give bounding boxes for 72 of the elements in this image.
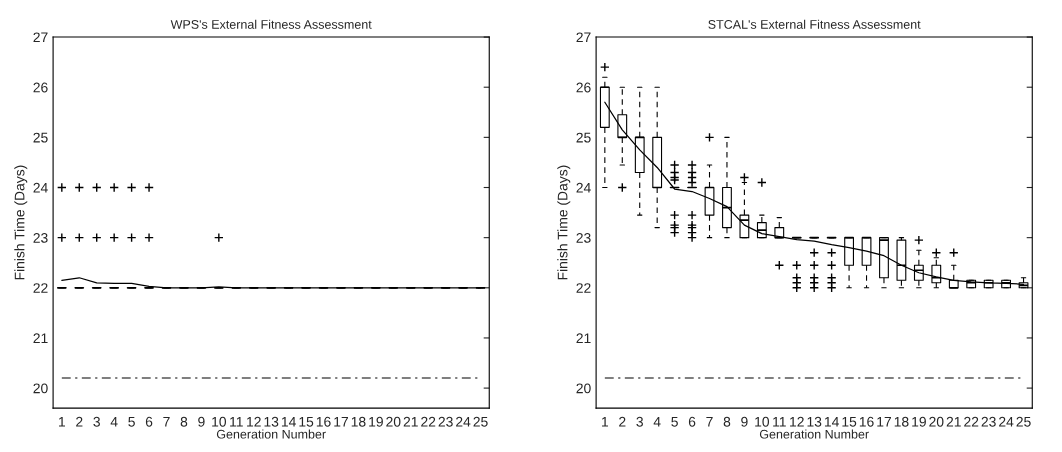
y-tick-label: 26 <box>576 82 591 93</box>
x-tick-label: 20 <box>929 416 944 427</box>
x-tick-label: 14 <box>281 417 296 427</box>
x-tick-label: 2 <box>76 416 83 427</box>
x-tick-label: 17 <box>877 417 891 427</box>
x-tick-label: 3 <box>636 416 643 427</box>
y-tick-label: 22 <box>576 283 591 293</box>
x-tick-label: 14 <box>824 417 839 427</box>
x-tick-label: 13 <box>264 416 279 427</box>
chart-title: STCAL's External Fitness Assessment <box>708 19 921 29</box>
x-tick-label: 4 <box>653 417 661 427</box>
x-tick-label: 3 <box>93 416 100 427</box>
x-tick-label: 7 <box>706 417 713 427</box>
x-tick-label: 20 <box>386 416 401 427</box>
y-tick-label: 21 <box>576 333 591 343</box>
y-tick-label: 20 <box>33 383 48 394</box>
x-tick-label: 9 <box>198 416 205 427</box>
x-axis-title: Generation Number <box>759 429 869 439</box>
y-tick-label: 27 <box>576 32 591 43</box>
x-tick-label: 12 <box>247 416 261 427</box>
y-tick-label: 22 <box>33 283 48 293</box>
y-tick-label: 23 <box>33 232 48 243</box>
x-tick-label: 17 <box>334 417 348 427</box>
x-tick-label: 15 <box>299 417 314 427</box>
y-tick-label: 25 <box>576 132 591 143</box>
x-tick-label: 11 <box>230 417 243 427</box>
x-tick-label: 19 <box>369 416 383 427</box>
x-tick-label: 13 <box>807 416 822 427</box>
x-tick-label: 23 <box>438 416 453 427</box>
x-tick-label: 10 <box>755 416 770 427</box>
x-tick-label: 8 <box>723 416 731 427</box>
x-tick-label: 25 <box>1016 416 1031 427</box>
x-tick-label: 6 <box>145 416 153 427</box>
x-tick-label: 1 <box>59 417 66 427</box>
x-tick-label: 7 <box>163 417 170 427</box>
x-tick-label: 15 <box>842 417 857 427</box>
x-tick-label: 4 <box>110 417 118 427</box>
x-tick-label: 5 <box>671 417 678 427</box>
y-tick-label: 25 <box>33 132 48 143</box>
x-axis-title: Generation Number <box>216 429 326 439</box>
x-tick-label: 18 <box>351 416 366 427</box>
y-axis-title: Finish Time (Days) <box>557 165 571 280</box>
x-tick-label: 19 <box>912 416 926 427</box>
y-tick-label: 27 <box>33 32 48 43</box>
x-tick-label: 25 <box>473 416 488 427</box>
y-tick-label: 24 <box>33 182 48 193</box>
x-tick-label: 24 <box>999 416 1014 427</box>
x-tick-label: 22 <box>964 416 979 427</box>
x-tick-label: 24 <box>456 416 471 427</box>
x-tick-label: 23 <box>981 416 996 427</box>
x-tick-label: 21 <box>946 416 961 427</box>
x-tick-label: 16 <box>859 416 874 427</box>
x-tick-label: 6 <box>688 416 696 427</box>
x-tick-label: 18 <box>894 416 909 427</box>
y-axis-title: Finish Time (Days) <box>14 165 28 280</box>
y-tick-label: 21 <box>33 333 48 343</box>
x-tick-label: 8 <box>180 416 188 427</box>
x-tick-label: 12 <box>790 416 804 427</box>
y-tick-label: 24 <box>576 182 591 193</box>
chart-title: WPS's External Fitness Assessment <box>170 19 372 29</box>
x-tick-label: 9 <box>741 416 748 427</box>
x-tick-label: 1 <box>602 417 609 427</box>
x-tick-label: 22 <box>421 416 436 427</box>
x-tick-label: 5 <box>128 417 135 427</box>
x-tick-label: 2 <box>619 416 626 427</box>
y-tick-label: 26 <box>33 82 48 93</box>
x-tick-label: 21 <box>403 416 418 427</box>
y-tick-label: 20 <box>576 383 591 394</box>
x-tick-label: 11 <box>773 417 786 427</box>
x-tick-label: 16 <box>316 416 331 427</box>
x-tick-label: 10 <box>212 416 227 427</box>
y-tick-label: 23 <box>576 232 591 243</box>
